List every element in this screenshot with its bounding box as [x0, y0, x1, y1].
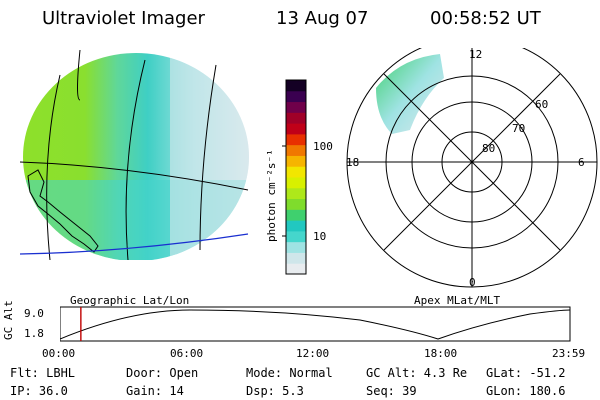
timeline-xtick-1800: 18:00	[424, 347, 458, 360]
colorbar-band	[286, 112, 306, 124]
polar-aurora-patch	[376, 54, 444, 134]
colorbar-tick-100: 100	[313, 140, 333, 153]
timeline-xtick-1200: 12:00	[296, 347, 330, 360]
colorbar-band	[286, 123, 306, 135]
info-mode: Mode: Normal	[246, 366, 333, 380]
altitude-timeline	[60, 306, 571, 342]
timeline-ytick-9: 9.0	[24, 307, 44, 320]
info-gain: Gain: 14	[126, 384, 184, 398]
colorbar-band	[286, 263, 306, 275]
lat-label-80: 80	[482, 142, 496, 155]
mlt-label-6: 6	[578, 156, 585, 169]
colorbar-band	[286, 230, 306, 243]
altitude-curve	[60, 309, 571, 340]
mlt-label-12: 12	[469, 48, 483, 61]
info-door: Door: Open	[126, 366, 199, 380]
info-glat: GLat: -51.2	[486, 366, 566, 380]
lat-label-60: 60	[535, 98, 549, 111]
info-glon: GLon: 180.6	[486, 384, 566, 398]
colorbar-band	[286, 166, 306, 178]
timeline-xtick-0000: 00:00	[42, 347, 76, 360]
date-label: 13 Aug 07	[276, 8, 369, 29]
timeline-xtick-2359: 23:59	[552, 347, 586, 360]
colorbar-band	[286, 252, 306, 264]
colorbar-band	[286, 241, 306, 253]
info-dsp: Dsp: 5.3	[246, 384, 304, 398]
colorbar-band	[286, 90, 306, 103]
lat-lon-grid	[20, 49, 249, 260]
polar-plot	[346, 48, 598, 288]
colorbar-unit-label: photon cm⁻²s⁻¹	[265, 149, 278, 242]
colorbar	[282, 79, 307, 275]
mlt-label-0: 0	[469, 276, 476, 289]
info-ip: IP: 36.0	[10, 384, 68, 398]
colorbar-band	[286, 155, 306, 167]
info-seq: Seq: 39	[366, 384, 417, 398]
coastline	[27, 169, 99, 253]
time-label: 00:58:52 UT	[430, 8, 541, 29]
colorbar-band	[286, 220, 306, 232]
instrument-title: Ultraviolet Imager	[42, 8, 205, 29]
colorbar-band	[286, 187, 306, 200]
colorbar-band	[286, 209, 306, 221]
colorbar-band	[286, 198, 306, 210]
lat-label-70: 70	[512, 122, 526, 135]
info-gc-alt: GC Alt: 4.3 Re	[366, 366, 468, 380]
geographic-caption: Geographic Lat/Lon	[70, 294, 190, 307]
colorbar-band	[286, 144, 306, 156]
geographic-image-panel	[20, 49, 249, 260]
mlt-label-18: 18	[346, 156, 360, 169]
colorbar-band	[286, 101, 306, 113]
timeline-xtick-0600: 06:00	[170, 347, 204, 360]
terminator-line	[20, 233, 249, 255]
info-filter: Flt: LBHL	[10, 366, 76, 380]
colorbar-band	[286, 80, 306, 92]
apex-caption: Apex MLat/MLT	[414, 294, 501, 307]
colorbar-band	[286, 177, 306, 189]
timeline-ytick-1-8: 1.8	[24, 327, 44, 340]
colorbar-band	[286, 133, 306, 146]
colorbar-tick-10: 10	[313, 230, 327, 243]
timeline-axis-label: GC Alt	[2, 300, 15, 340]
